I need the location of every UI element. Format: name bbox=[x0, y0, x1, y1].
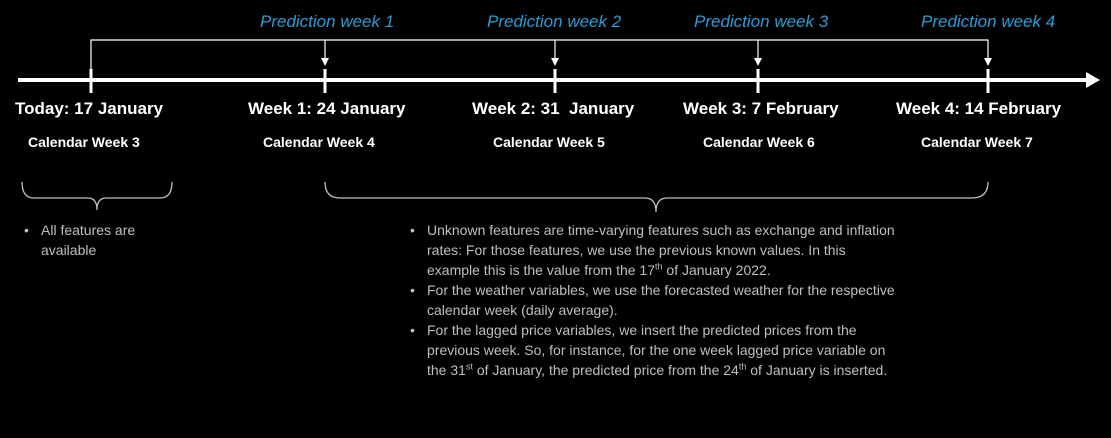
calendar-week-5: Calendar Week 5 bbox=[493, 134, 605, 150]
bullet-icon: • bbox=[24, 222, 29, 238]
date-week3: Week 3: 7 February bbox=[683, 99, 839, 118]
prediction-week-2-label: Prediction week 2 bbox=[487, 12, 622, 31]
bullet-icon: • bbox=[410, 222, 415, 238]
note-lagged-price: • For the lagged price variables, we inse… bbox=[407, 320, 902, 380]
note-unknown-features: • Unknown features are time-varying featu… bbox=[407, 220, 902, 280]
notes-left: • All features are available bbox=[21, 220, 171, 260]
arrowhead-1 bbox=[321, 58, 329, 66]
note-all-features: • All features are available bbox=[21, 220, 171, 260]
note-lagged-price-text-c: of January is inserted. bbox=[746, 362, 888, 378]
note-weather-text: For the weather variables, we use the fo… bbox=[427, 282, 895, 318]
calendar-week-7: Calendar Week 7 bbox=[921, 134, 1033, 150]
ordinal-suffix: th bbox=[738, 361, 747, 372]
note-unknown-features-text: Unknown features are time-varying featur… bbox=[427, 222, 895, 278]
notes-right: • Unknown features are time-varying featu… bbox=[407, 220, 902, 380]
note-unknown-features-tail: of January 2022. bbox=[662, 262, 771, 278]
bullet-icon: • bbox=[410, 282, 415, 298]
note-lagged-price-text-b: of January, the predicted price from the… bbox=[472, 362, 739, 378]
arrowhead-3 bbox=[754, 58, 762, 66]
arrowhead-2 bbox=[551, 58, 559, 66]
note-weather: • For the weather variables, we use the f… bbox=[407, 280, 902, 320]
timeline-arrowhead bbox=[1086, 72, 1100, 88]
prediction-week-3-label: Prediction week 3 bbox=[694, 12, 829, 31]
prediction-bracket bbox=[90, 39, 989, 69]
calendar-week-4: Calendar Week 4 bbox=[263, 134, 375, 150]
date-today: Today: 17 January bbox=[15, 99, 164, 118]
prediction-week-1-label: Prediction week 1 bbox=[260, 12, 395, 31]
date-week4: Week 4: 14 February bbox=[896, 99, 1062, 118]
bullet-icon: • bbox=[410, 322, 415, 338]
brace-left bbox=[21, 181, 173, 211]
arrowhead-4 bbox=[984, 58, 992, 66]
prediction-week-4-label: Prediction week 4 bbox=[921, 12, 1056, 31]
date-week2: Week 2: 31 January bbox=[472, 99, 635, 118]
calendar-week-3: Calendar Week 3 bbox=[28, 134, 140, 150]
date-week1: Week 1: 24 January bbox=[248, 99, 406, 118]
ordinal-suffix: th bbox=[655, 261, 663, 272]
brace-right bbox=[324, 181, 989, 213]
calendar-week-6: Calendar Week 6 bbox=[703, 134, 815, 150]
ordinal-suffix: st bbox=[465, 361, 473, 372]
note-lagged-price-text-a: For the lagged price variables, we inser… bbox=[427, 322, 886, 378]
note-all-features-text: All features are available bbox=[41, 222, 136, 258]
